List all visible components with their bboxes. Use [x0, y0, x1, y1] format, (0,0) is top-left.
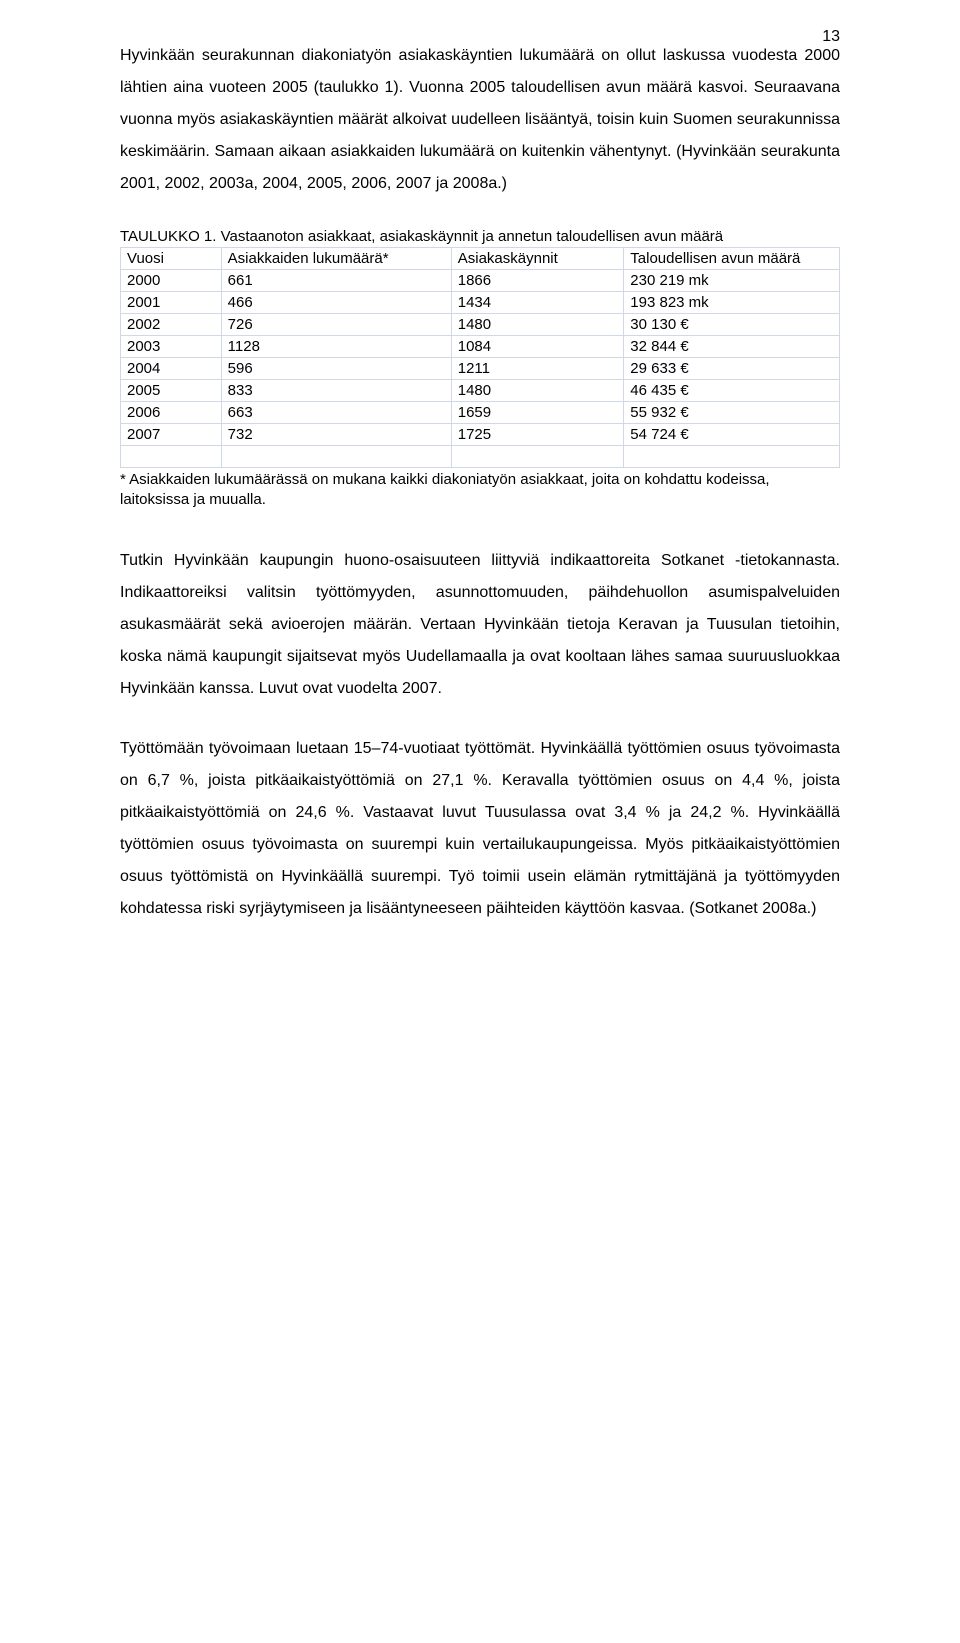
table-header-cell: Asiakaskäynnit [451, 248, 624, 270]
table-cell: 30 130 € [624, 314, 840, 336]
table-cell [221, 446, 451, 468]
table-cell: 726 [221, 314, 451, 336]
table-cell: 596 [221, 358, 451, 380]
table-cell: 2002 [121, 314, 222, 336]
table-cell: 661 [221, 270, 451, 292]
table-cell: 2007 [121, 424, 222, 446]
table-cell: 230 219 mk [624, 270, 840, 292]
table-header-row: VuosiAsiakkaiden lukumäärä*Asiakaskäynni… [121, 248, 840, 270]
table-cell: 1084 [451, 336, 624, 358]
table-row: 20031128108432 844 € [121, 336, 840, 358]
table-row: 2004596121129 633 € [121, 358, 840, 380]
table-cell: 1659 [451, 402, 624, 424]
table-cell: 2000 [121, 270, 222, 292]
table-cell: 732 [221, 424, 451, 446]
table-row: 20014661434193 823 mk [121, 292, 840, 314]
table-row [121, 446, 840, 468]
table-cell: 1434 [451, 292, 624, 314]
table-cell [624, 446, 840, 468]
table-cell: 32 844 € [624, 336, 840, 358]
table-cell: 29 633 € [624, 358, 840, 380]
table-cell [451, 446, 624, 468]
table-cell: 46 435 € [624, 380, 840, 402]
table-row: 2005833148046 435 € [121, 380, 840, 402]
table-cell: 2001 [121, 292, 222, 314]
table-cell: 1480 [451, 314, 624, 336]
page-number: 13 [822, 28, 840, 46]
table-cell: 55 932 € [624, 402, 840, 424]
paragraph-1: Hyvinkään seurakunnan diakoniatyön asiak… [120, 40, 840, 200]
table-caption: TAULUKKO 1. Vastaanoton asiakkaat, asiak… [120, 228, 840, 245]
table-row: 2002726148030 130 € [121, 314, 840, 336]
table-cell: 1725 [451, 424, 624, 446]
table-cell: 2005 [121, 380, 222, 402]
table-header-cell: Vuosi [121, 248, 222, 270]
table-footnote: * Asiakkaiden lukumäärässä on mukana kai… [120, 470, 840, 511]
table-row: 2007732172554 724 € [121, 424, 840, 446]
table-cell: 2006 [121, 402, 222, 424]
table-cell: 1128 [221, 336, 451, 358]
table-cell: 833 [221, 380, 451, 402]
table-header-cell: Taloudellisen avun määrä [624, 248, 840, 270]
table-cell: 1480 [451, 380, 624, 402]
table-cell: 1211 [451, 358, 624, 380]
table-cell: 663 [221, 402, 451, 424]
paragraph-3: Työttömään työvoimaan luetaan 15–74-vuot… [120, 733, 840, 925]
table-cell: 2003 [121, 336, 222, 358]
table-cell: 54 724 € [624, 424, 840, 446]
table-cell: 1866 [451, 270, 624, 292]
table-block: TAULUKKO 1. Vastaanoton asiakkaat, asiak… [120, 228, 840, 511]
table-row: 2006663165955 932 € [121, 402, 840, 424]
table-cell [121, 446, 222, 468]
table-row: 20006611866230 219 mk [121, 270, 840, 292]
page: 13 Hyvinkään seurakunnan diakoniatyön as… [0, 0, 960, 1013]
data-table: VuosiAsiakkaiden lukumäärä*Asiakaskäynni… [120, 247, 840, 468]
table-cell: 466 [221, 292, 451, 314]
table-header-cell: Asiakkaiden lukumäärä* [221, 248, 451, 270]
paragraph-2: Tutkin Hyvinkään kaupungin huono-osaisuu… [120, 545, 840, 705]
table-cell: 193 823 mk [624, 292, 840, 314]
table-cell: 2004 [121, 358, 222, 380]
